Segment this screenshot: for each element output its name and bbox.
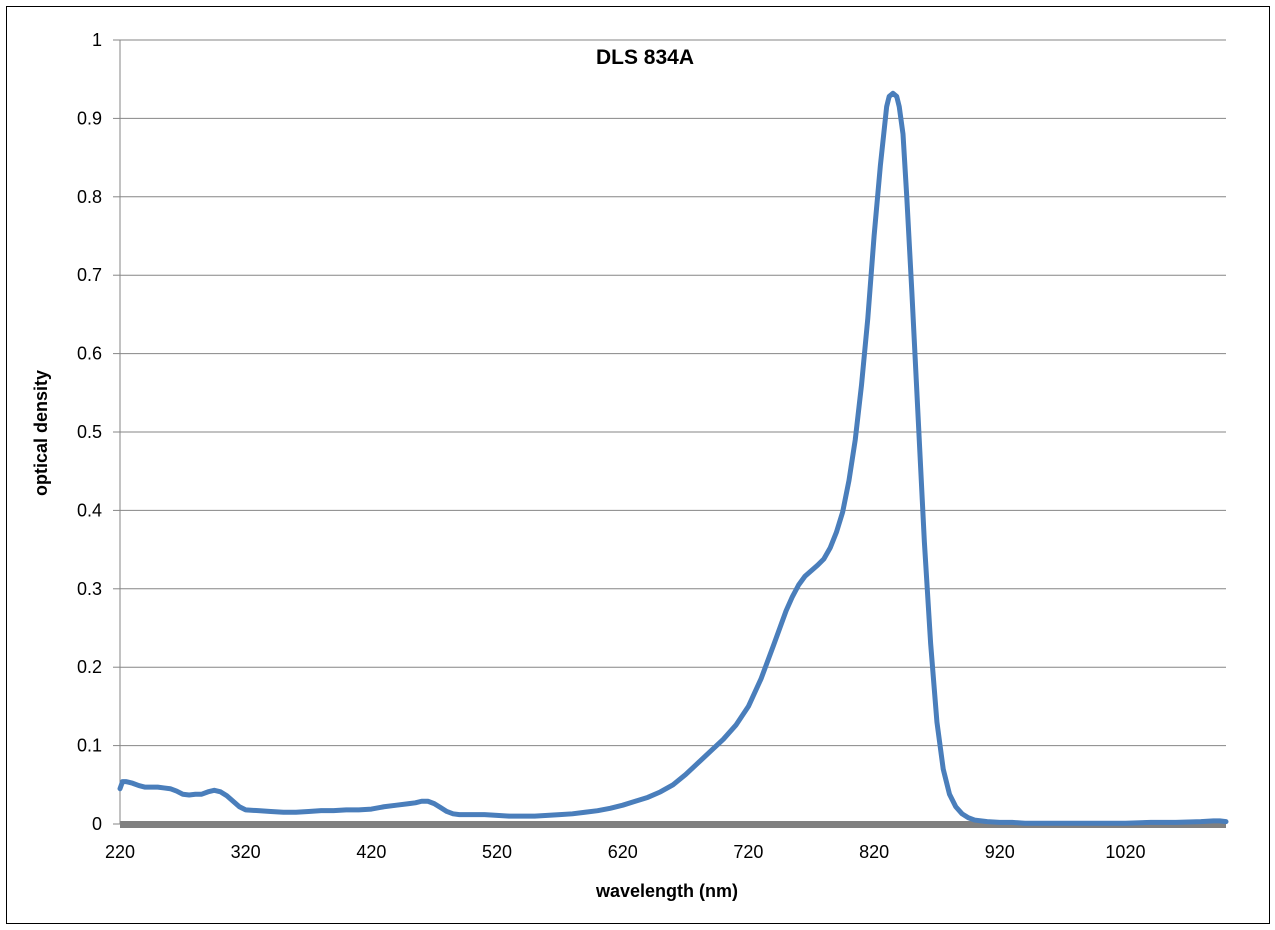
x-tick-label: 720 xyxy=(733,842,763,862)
y-tick-label: 0 xyxy=(92,814,102,834)
y-tick-label: 1 xyxy=(92,30,102,50)
y-tick-label: 0.1 xyxy=(77,736,102,756)
y-tick-label: 0.3 xyxy=(77,579,102,599)
series-line xyxy=(117,90,1229,826)
y-tick-label: 0.5 xyxy=(77,422,102,442)
x-tick-label: 420 xyxy=(356,842,386,862)
x-tick-label: 320 xyxy=(231,842,261,862)
x-tick-label: 920 xyxy=(985,842,1015,862)
x-axis-baseline xyxy=(120,821,1226,828)
y-tick-label: 0.4 xyxy=(77,500,102,520)
x-tick-label: 620 xyxy=(608,842,638,862)
chart-title: DLS 834A xyxy=(596,46,694,69)
y-tick-label: 0.2 xyxy=(77,657,102,677)
x-axis-title: wavelength (nm) xyxy=(595,881,738,901)
y-tick-label: 0.7 xyxy=(77,265,102,285)
y-tick-label: 0.6 xyxy=(77,344,102,364)
gridlines xyxy=(120,39,1226,747)
chart-frame xyxy=(6,6,1270,924)
y-tick-label: 0.9 xyxy=(77,108,102,128)
y-axis-ticks: 0 0.1 0.2 0.3 0.4 0.5 0.6 0.7 0.8 0.9 1 xyxy=(77,30,120,834)
x-tick-label: 820 xyxy=(859,842,889,862)
x-tick-label: 1020 xyxy=(1105,842,1145,862)
y-axis-title: optical density xyxy=(31,370,51,496)
x-axis-ticks: 220 320 420 520 620 720 820 920 1020 xyxy=(105,842,1146,862)
y-tick-label: 0.8 xyxy=(77,187,102,207)
x-tick-label: 520 xyxy=(482,842,512,862)
x-tick-label: 220 xyxy=(105,842,135,862)
